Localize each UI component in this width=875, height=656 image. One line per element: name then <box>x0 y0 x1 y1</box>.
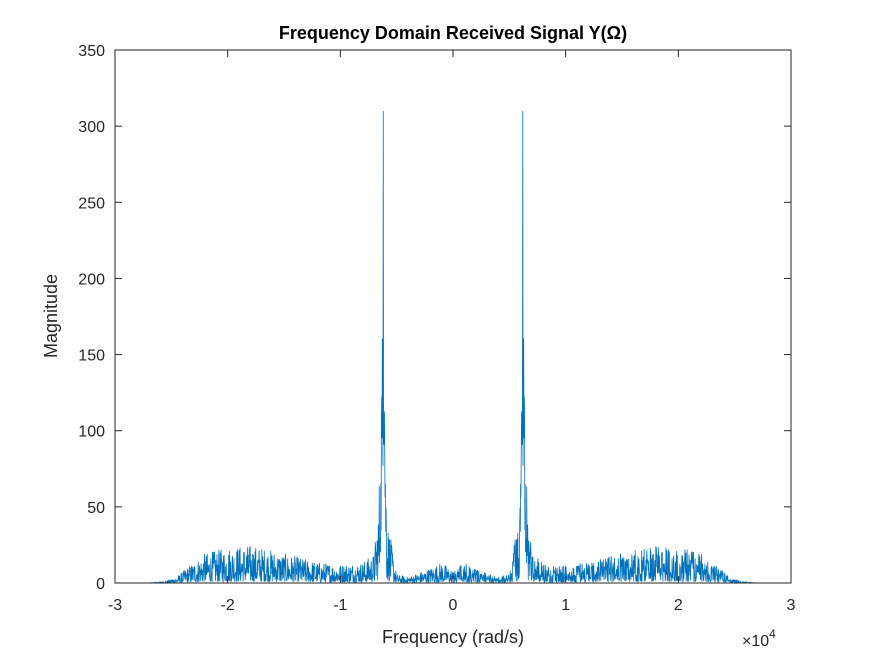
plot-area: -3 -2 -1 0 1 2 3 0 50 100 150 200 250 300 350 <box>78 43 795 614</box>
x-tick-label: 3 <box>787 597 796 614</box>
y-tick-label: 50 <box>87 500 105 517</box>
y-tick-label: 150 <box>78 348 105 365</box>
chart-title: Frequency Domain Received Signal Y(Ω) <box>279 23 627 43</box>
x-tick-label: -2 <box>221 597 235 614</box>
x-axis-multiplier: ×104 <box>742 627 776 650</box>
axes-background <box>115 50 791 583</box>
y-tick-label: 100 <box>78 424 105 441</box>
y-axis-label: Magnitude <box>41 274 61 358</box>
x-tick-label: 1 <box>561 597 570 614</box>
x-tick-label: 0 <box>449 597 458 614</box>
x-ticks: -3 -2 -1 0 1 2 3 <box>108 50 796 614</box>
x-tick-label: 2 <box>674 597 683 614</box>
y-tick-label: 0 <box>96 576 105 593</box>
x-tick-label: -1 <box>333 597 347 614</box>
x-tick-label: -3 <box>108 597 122 614</box>
y-ticks: 0 50 100 150 200 250 300 350 <box>78 43 791 593</box>
x-axis-multiplier-base: ×10 <box>742 633 769 650</box>
y-tick-label: 200 <box>78 271 105 288</box>
y-tick-label: 250 <box>78 195 105 212</box>
y-tick-label: 350 <box>78 43 105 60</box>
x-axis-label: Frequency (rad/s) <box>382 627 524 647</box>
x-axis-multiplier-exponent: 4 <box>769 627 776 641</box>
y-tick-label: 300 <box>78 119 105 136</box>
